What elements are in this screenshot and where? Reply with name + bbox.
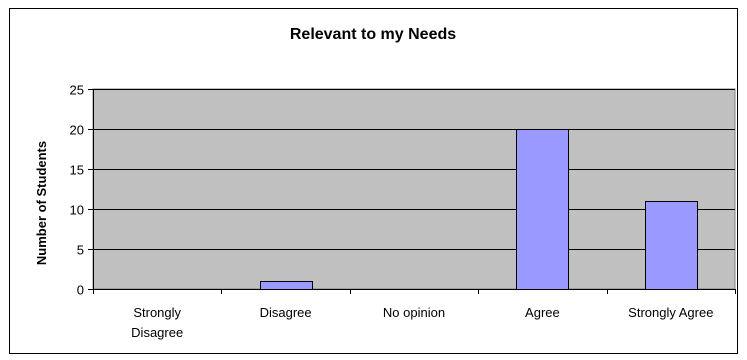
y-tick-label-0: 0 [77, 283, 84, 298]
y-tick-label-20: 20 [70, 123, 84, 138]
axes [93, 89, 735, 290]
x-axis-ticks: Strongly Disagree Disagree No opinion Agree S… [93, 289, 736, 340]
y-tick-label-5: 5 [77, 243, 84, 258]
gridlines [93, 89, 735, 250]
bars [260, 129, 698, 290]
y-tick-label-15: 15 [70, 163, 84, 178]
x-tick-label-no-opinion: No opinion [383, 305, 445, 320]
x-tick-label-strongly-disagree: Strongly Disagree [131, 305, 183, 340]
x-tick-label-agree: Agree [525, 305, 560, 320]
y-axis-ticks: 0 5 10 15 20 25 [70, 83, 93, 298]
x-tick-label-strongly-agree: Strongly Agree [628, 305, 713, 320]
y-tick-label-25: 25 [70, 83, 84, 98]
y-axis-title: Number of Students [34, 141, 49, 265]
bar-disagree [260, 281, 313, 290]
plot-area [92, 88, 736, 290]
bar-agree [516, 129, 569, 290]
chart-title: Relevant to my Needs [290, 26, 456, 43]
y-tick-label-10: 10 [70, 203, 84, 218]
bar-strongly-agree [645, 201, 698, 290]
x-tick-label-disagree: Disagree [260, 305, 312, 320]
